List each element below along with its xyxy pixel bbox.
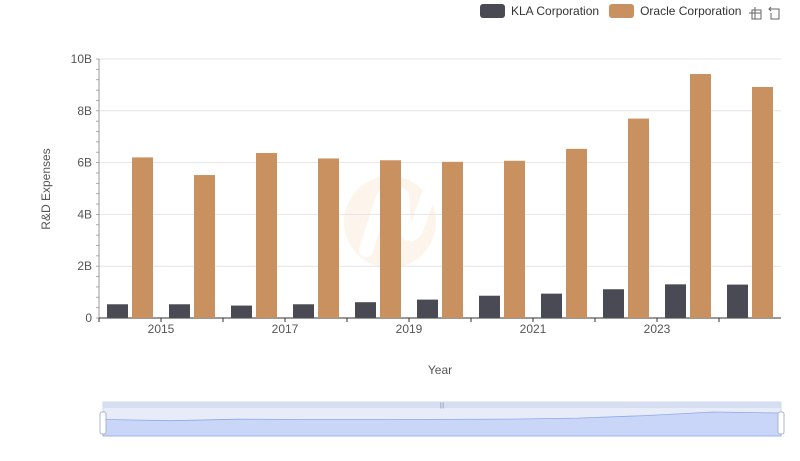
x-tick-label: 2021 bbox=[520, 322, 547, 336]
bar-kla-2023[interactable] bbox=[665, 284, 686, 318]
y-tick-label: 0 bbox=[85, 311, 92, 325]
y-tick-label: 8B bbox=[77, 104, 92, 118]
bar-oracle-2022[interactable] bbox=[628, 118, 649, 318]
bar-kla-2022[interactable] bbox=[603, 289, 624, 318]
legend-item-oracle[interactable]: Oracle Corporation bbox=[609, 4, 741, 18]
x-tick-label: 2015 bbox=[148, 322, 175, 336]
y-tick-label: 2B bbox=[77, 259, 92, 273]
bar-oracle-2021[interactable] bbox=[566, 148, 587, 318]
bar-kla-2015[interactable] bbox=[169, 304, 190, 318]
x-axis: 2015 2017 2019 2021 2023 bbox=[98, 317, 781, 336]
zoom-reset-icon[interactable] bbox=[768, 6, 782, 20]
data-zoom-slider[interactable]: ||| bbox=[99, 401, 785, 437]
legend: KLA Corporation Oracle Corporation bbox=[480, 4, 741, 18]
bars bbox=[107, 74, 773, 318]
bar-kla-2018[interactable] bbox=[355, 302, 376, 318]
slider-top-bar[interactable] bbox=[103, 402, 781, 408]
bar-kla-2017[interactable] bbox=[293, 304, 314, 318]
bar-kla-2014[interactable] bbox=[107, 304, 128, 318]
bar-oracle-2017[interactable] bbox=[318, 158, 339, 318]
slider-handle-left[interactable] bbox=[99, 411, 107, 435]
bar-oracle-2016[interactable] bbox=[256, 153, 277, 318]
bar-oracle-2024[interactable] bbox=[752, 86, 773, 318]
legend-swatch-kla bbox=[480, 4, 505, 18]
x-tick-label: 2023 bbox=[644, 322, 671, 336]
bar-kla-2020[interactable] bbox=[479, 295, 500, 318]
x-tick-label: 2019 bbox=[396, 322, 423, 336]
bar-oracle-2018[interactable] bbox=[380, 160, 401, 318]
legend-label-kla: KLA Corporation bbox=[511, 4, 600, 18]
y-axis-title: R&D Expenses bbox=[39, 148, 53, 229]
y-axis: 0 2B 4B 6B 8B 10B bbox=[71, 52, 100, 325]
x-tick-label: 2017 bbox=[272, 322, 299, 336]
bar-oracle-2023[interactable] bbox=[690, 74, 711, 318]
legend-swatch-oracle bbox=[609, 4, 635, 18]
bar-kla-2024[interactable] bbox=[727, 284, 748, 318]
bar-oracle-2019[interactable] bbox=[442, 161, 463, 318]
bar-oracle-2020[interactable] bbox=[504, 160, 525, 318]
bar-kla-2019[interactable] bbox=[417, 299, 438, 318]
slider-grip-icon[interactable]: ||| bbox=[440, 403, 445, 409]
y-tick-label: 10B bbox=[71, 52, 92, 66]
legend-item-kla[interactable]: KLA Corporation bbox=[480, 4, 599, 18]
x-axis-title: Year bbox=[428, 363, 452, 377]
slider-preview-area bbox=[102, 411, 782, 437]
slider-handle-right[interactable] bbox=[777, 411, 785, 435]
bar-oracle-2014[interactable] bbox=[132, 157, 153, 318]
bar-oracle-2015[interactable] bbox=[194, 175, 215, 318]
y-tick-label: 4B bbox=[77, 207, 92, 221]
toolbox bbox=[748, 6, 782, 20]
bar-kla-2016[interactable] bbox=[231, 305, 252, 318]
zoom-icon[interactable] bbox=[748, 6, 762, 20]
bar-kla-2021[interactable] bbox=[541, 293, 562, 318]
y-tick-label: 6B bbox=[77, 156, 92, 170]
legend-label-oracle: Oracle Corporation bbox=[640, 4, 742, 18]
